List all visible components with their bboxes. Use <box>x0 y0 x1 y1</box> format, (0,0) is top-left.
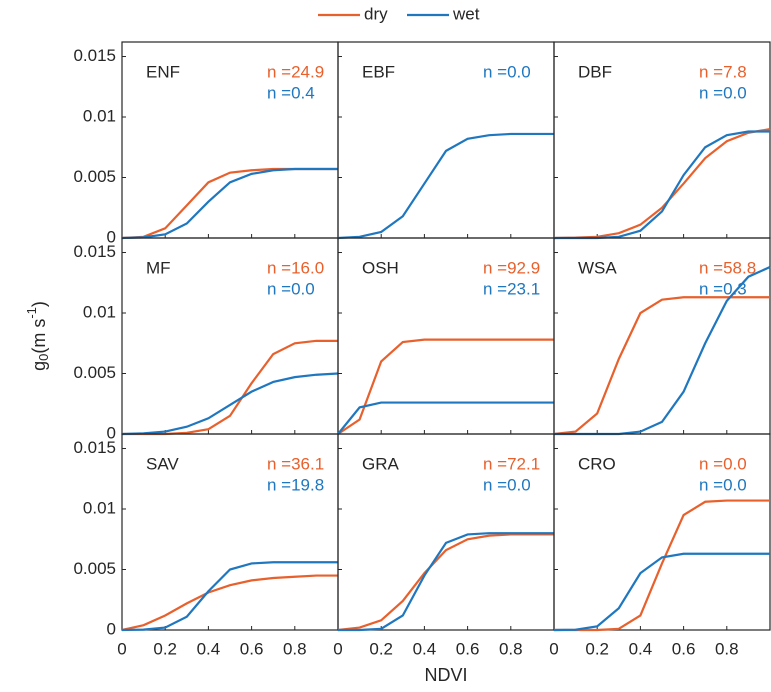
x-tick-label: 0.4 <box>413 639 437 658</box>
x-tick-label: 0.8 <box>715 639 739 658</box>
sample-count: n =58.8 <box>699 258 756 277</box>
y-tick-label: 0.015 <box>73 46 116 65</box>
x-tick-label: 0.6 <box>672 639 696 658</box>
panel-title: EBF <box>362 62 395 81</box>
y-tick-label: 0.015 <box>73 242 116 261</box>
sample-count: n =36.1 <box>267 454 324 473</box>
curve <box>337 401 554 435</box>
curve <box>553 552 770 632</box>
curve <box>121 372 339 436</box>
x-tick-label: 0 <box>549 639 558 658</box>
panel-title: CRO <box>578 454 616 473</box>
sample-count: n =0.0 <box>699 454 747 473</box>
x-tick-label: 0.2 <box>585 639 609 658</box>
sample-count: n =0.4 <box>267 83 315 102</box>
curve <box>121 167 338 240</box>
panel: n =7.8 n =0.0 DBF <box>553 41 771 240</box>
y-tick-label: 0 <box>107 619 116 638</box>
sample-count: n =0.0 <box>699 475 747 494</box>
panel-title: SAV <box>146 454 179 473</box>
curve <box>337 338 554 435</box>
curve <box>337 533 554 632</box>
x-tick-label: 0.8 <box>499 639 523 658</box>
y-tick-label: 0.005 <box>73 363 116 382</box>
x-tick-label: 0.2 <box>153 639 177 658</box>
panel: 0 0.005 0.01 0.015 0 0.2 0.4 0.6 0.8 n =36.1 n =19… <box>73 433 339 658</box>
y-tick-label: 0.01 <box>83 106 116 125</box>
y-tick-label: 0 <box>107 423 116 442</box>
y-tick-label: 0.005 <box>73 559 116 578</box>
panel: 0 0.005 0.01 0.015 n =24.9 n =0.4 ENF <box>73 41 339 246</box>
panel-title: DBF <box>578 62 612 81</box>
panel: n =58.8 n =0.3 WSA <box>553 237 771 436</box>
x-tick-label: 0 <box>333 639 342 658</box>
x-tick-label: 0.2 <box>369 639 393 658</box>
y-axis-label: g0(m s-1) <box>24 301 51 371</box>
curve <box>121 574 338 632</box>
legend-label: dry <box>364 4 388 23</box>
legend: dry wet <box>318 4 480 23</box>
x-tick-label: 0 <box>117 639 126 658</box>
panel-title: OSH <box>362 258 399 277</box>
y-tick-label: 0.015 <box>73 438 116 457</box>
y-axis-label-part: g <box>29 361 49 371</box>
sample-count: n =0.3 <box>699 279 747 298</box>
x-tick-label: 0.6 <box>240 639 264 658</box>
x-tick-label: 0.8 <box>283 639 307 658</box>
curve <box>553 296 770 436</box>
sample-count: n =0.0 <box>267 279 315 298</box>
sample-count: n =24.9 <box>267 62 324 81</box>
legend-label: wet <box>452 4 480 23</box>
x-tick-label: 0.6 <box>456 639 480 658</box>
y-axis-label-part: ) <box>29 301 49 307</box>
x-tick-label: 0.4 <box>197 639 221 658</box>
sample-count: n =0.0 <box>483 62 531 81</box>
curve <box>337 132 554 240</box>
sample-count: n =7.8 <box>699 62 747 81</box>
panel: n =92.9 n =23.1 OSH <box>337 237 555 435</box>
y-tick-label: 0.01 <box>83 302 116 321</box>
panel-title: ENF <box>146 62 180 81</box>
curve <box>121 167 338 240</box>
sample-count: n =0.0 <box>699 83 747 102</box>
panel-title: GRA <box>362 454 400 473</box>
curve <box>338 532 554 632</box>
panel: 0 0.2 0.4 0.6 0.8 n =72.1 n =0.0 GRA NDVI <box>333 433 555 685</box>
sample-count: n =16.0 <box>267 258 324 277</box>
y-tick-label: 0 <box>107 227 116 246</box>
curve <box>554 130 770 240</box>
panel-title: MF <box>146 258 171 277</box>
sample-count: n =92.9 <box>483 258 540 277</box>
y-tick-label: 0.01 <box>83 498 116 517</box>
panel: 0 0.2 0.4 0.6 0.8 n =0.0 n =0.0 CRO <box>549 433 771 658</box>
x-tick-label: 0.4 <box>629 639 653 658</box>
panel: n =0.0 EBF <box>337 41 555 240</box>
y-axis-label-part: -1 <box>24 307 39 319</box>
y-tick-label: 0.005 <box>73 167 116 186</box>
sample-count: n =23.1 <box>483 279 540 298</box>
panel-title: WSA <box>578 258 617 277</box>
sample-count: n =19.8 <box>267 475 324 494</box>
sample-count: n =0.0 <box>483 475 531 494</box>
panel-frame <box>553 433 771 631</box>
curve <box>553 128 771 240</box>
y-axis-label-part: 0 <box>36 354 51 361</box>
curve <box>121 561 338 632</box>
curve <box>122 339 338 436</box>
sample-count: n =72.1 <box>483 454 540 473</box>
x-axis-label: NDVI <box>424 665 467 685</box>
y-axis-label-part: (m s <box>29 319 49 354</box>
curve <box>554 499 770 632</box>
